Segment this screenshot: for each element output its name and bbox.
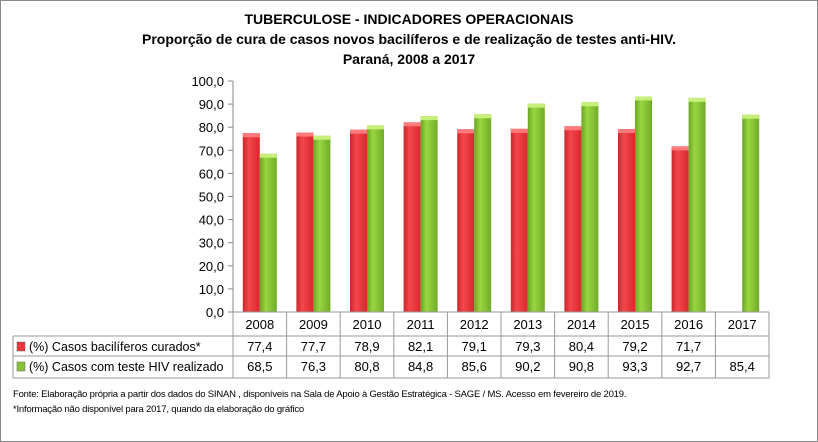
chart-subtitle: Proporção de cura de casos novos bacilíf… [141,31,677,47]
bar-cured-2015 [618,129,635,312]
bar-top-highlight [403,122,421,127]
data-label: 80,8 [354,359,379,374]
data-label: 79,2 [622,339,647,354]
bar-hiv-test-2013 [527,103,545,312]
data-label: 79,3 [515,339,540,354]
bar-top-highlight [688,97,706,102]
legend-key-1 [16,361,26,372]
data-label: 92,7 [676,359,701,374]
x-tick-label: 2013 [513,317,542,332]
bar-cured-2009 [296,132,314,312]
bar-top-highlight [527,103,545,108]
bar-hiv-test-2014 [581,102,599,312]
data-label: 85,6 [462,359,487,374]
y-tick-label: 20,0 [199,259,224,274]
bar-cured-2011 [403,122,421,312]
bar-cured-2016 [671,146,689,312]
x-tick-label: 2012 [460,317,489,332]
bar-cured-2013 [510,128,528,312]
y-tick-label: 90,0 [199,97,224,112]
data-label: 90,8 [569,359,594,374]
bar-top-highlight [350,129,367,134]
legend-key-0 [16,341,26,352]
bar-top-highlight [618,129,635,134]
x-tick-label: 2008 [245,317,274,332]
y-tick-label: 0,0 [206,305,224,320]
legend-label: (%) Casos com teste HIV realizado [29,360,224,374]
bar-top-highlight [420,116,438,121]
y-tick-label: 70,0 [199,143,224,158]
bar-hiv-test-2009 [313,135,331,312]
bar-hiv-test-2012 [474,114,492,312]
data-label: 84,8 [408,359,433,374]
data-label: 93,3 [622,359,647,374]
bar-top-highlight [581,102,599,107]
x-tick-label: 2011 [407,317,435,332]
y-tick-label: 40,0 [199,213,224,228]
bar-top-highlight [457,129,475,134]
data-label: 82,1 [408,339,433,354]
data-label: 85,4 [730,359,755,374]
footer-source: Fonte: Elaboração própria a partir dos d… [13,389,627,400]
data-label: 78,9 [354,339,379,354]
bar-top-highlight [474,114,492,119]
bar-top-highlight [671,146,689,151]
data-label: 90,2 [515,359,540,374]
bar-top-highlight [510,128,528,133]
bar-top-highlight [564,126,582,131]
bar-cured-2014 [564,126,582,312]
y-tick-label: 100,0 [191,74,224,89]
bar-hiv-test-2016 [688,97,706,312]
y-tick-label: 50,0 [199,190,224,205]
bar-top-highlight [367,125,384,130]
bar-hiv-test-2011 [420,116,438,312]
x-tick-label: 2015 [621,317,650,332]
y-tick-label: 80,0 [199,120,224,135]
bar-hiv-test-2017 [742,114,760,312]
x-tick-label: 2009 [299,317,328,332]
data-label: 76,3 [301,359,326,374]
bar-top-highlight [296,132,314,137]
x-tick-label: 2010 [353,317,382,332]
chart-subtitle-2: Paraná, 2008 a 2017 [342,51,476,67]
data-label: 77,7 [301,339,326,354]
bar-cured-2008 [242,133,260,312]
y-tick-label: 10,0 [199,282,224,297]
data-label: 80,4 [569,339,594,354]
bar-hiv-test-2010 [367,125,384,313]
data-label: 77,4 [247,339,272,354]
data-label: 68,5 [247,359,272,374]
bar-cured-2012 [457,129,475,312]
x-tick-label: 2016 [674,317,703,332]
footer-note: *Informação não disponível para 2017, qu… [13,404,304,415]
x-tick-label: 2014 [567,317,596,332]
bar-top-highlight [635,96,652,101]
data-label: 71,7 [676,339,701,354]
bar-top-highlight [259,153,277,158]
bar-top-highlight [313,135,331,140]
data-label: 79,1 [462,339,487,354]
bar-top-highlight [742,114,760,119]
legend-label: (%) Casos bacilíferos curados* [29,340,201,354]
bar-hiv-test-2015 [635,96,652,313]
bar-hiv-test-2008 [259,153,277,312]
chart-title: TUBERCULOSE - INDICADORES OPERACIONAIS [244,11,574,27]
y-tick-label: 30,0 [199,236,224,251]
y-tick-label: 60,0 [199,166,224,181]
x-tick-label: 2017 [728,317,757,332]
bar-top-highlight [242,133,260,138]
bar-cured-2010 [350,129,367,312]
